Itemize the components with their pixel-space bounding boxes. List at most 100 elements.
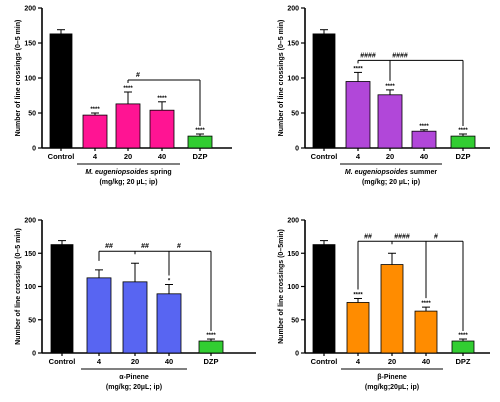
significance-label: **** <box>206 333 216 339</box>
y-tick-label: 200 <box>287 218 299 225</box>
bar <box>377 94 403 149</box>
y-tick-label: 0 <box>32 351 36 358</box>
y-tick-label: 0 <box>295 146 299 153</box>
bar <box>122 281 148 354</box>
bar <box>312 33 336 149</box>
bar <box>380 264 404 354</box>
x-axis-label-italic: M. eugeniopsoides <box>85 169 148 176</box>
x-axis-label-italic: M. eugeniopsoides <box>345 169 408 176</box>
significance-label: **** <box>123 86 133 92</box>
y-tick-label: 50 <box>291 111 299 118</box>
bracket-label: # <box>177 243 181 250</box>
significance-label: **** <box>353 292 363 298</box>
x-tick-label: 20 <box>124 152 132 161</box>
bracket-label: ## <box>141 243 149 250</box>
y-tick-label: 150 <box>24 251 36 258</box>
x-tick-label: DZP <box>204 357 219 366</box>
y-tick-label: 200 <box>287 6 299 13</box>
y-tick-label: 150 <box>287 251 299 258</box>
y-axis-label: Number of line crossings (0–5 min) <box>15 228 22 345</box>
bar <box>414 310 438 354</box>
y-tick-label: 50 <box>291 317 299 324</box>
y-tick-label: 0 <box>32 146 36 153</box>
bar <box>187 135 213 149</box>
y-axis-label: Number of line crossings (0–5min) <box>278 229 285 344</box>
y-tick-label: 50 <box>28 111 36 118</box>
bar <box>82 114 108 149</box>
x-axis-label-rest: spring <box>148 169 171 176</box>
significance-label: **** <box>157 96 167 102</box>
x-tick-label: Control <box>311 152 338 161</box>
y-tick-label: 0 <box>295 351 299 358</box>
x-axis-label: β-Pinene <box>377 374 407 381</box>
y-tick-label: 200 <box>24 218 36 225</box>
bar <box>156 293 182 354</box>
x-axis-label: α-Pinene <box>119 374 149 381</box>
y-tick-label: 100 <box>24 76 36 83</box>
significance-label: **** <box>421 301 431 307</box>
bar <box>198 340 224 354</box>
x-axis-label-rest: α-Pinene <box>119 374 149 381</box>
x-axis-label: M. eugeniopsoides spring <box>85 169 171 176</box>
bar <box>450 135 476 149</box>
x-tick-label: 40 <box>422 357 430 366</box>
significance-label: **** <box>458 128 468 134</box>
bar <box>451 340 475 354</box>
bar <box>50 244 74 354</box>
x-tick-label: 4 <box>97 357 102 366</box>
x-tick-label: 20 <box>131 357 139 366</box>
x-tick-label: 40 <box>420 152 428 161</box>
y-tick-label: 150 <box>24 41 36 48</box>
y-tick-label: 200 <box>24 6 36 13</box>
x-axis-label-line2: (mg/kg;20µL; ip) <box>365 384 419 391</box>
bracket-label: #### <box>360 52 376 59</box>
significance-label: **** <box>419 124 429 130</box>
bar <box>345 81 371 149</box>
x-tick-label: 4 <box>356 357 361 366</box>
bracket-label: #### <box>392 52 408 59</box>
bar <box>115 103 141 149</box>
x-tick-label: DZP <box>456 152 471 161</box>
significance-label: **** <box>458 333 468 339</box>
x-tick-label: DZP <box>193 152 208 161</box>
x-axis-label-rest: β-Pinene <box>377 374 407 381</box>
bar <box>312 244 336 354</box>
y-tick-label: 150 <box>287 41 299 48</box>
x-axis-label-line2: (mg/kg; 20µL; ip) <box>106 384 162 391</box>
bracket-label: ## <box>105 243 113 250</box>
y-tick-label: 100 <box>24 284 36 291</box>
y-axis-label: Number of line crossings (0–5 min) <box>278 20 285 137</box>
x-axis-label-line2: (mg/kg; 20 µL; ip) <box>362 179 420 186</box>
bracket-label: # <box>136 72 140 79</box>
y-tick-label: 50 <box>28 317 36 324</box>
y-tick-label: 100 <box>287 76 299 83</box>
significance-label: **** <box>353 66 363 72</box>
significance-label: * <box>168 279 171 285</box>
x-tick-label: 40 <box>158 152 166 161</box>
bar <box>149 109 175 149</box>
x-tick-label: Control <box>48 152 75 161</box>
x-axis-label: M. eugeniopsoides summer <box>345 169 437 176</box>
x-tick-label: 4 <box>356 152 361 161</box>
x-tick-label: DPZ <box>456 357 471 366</box>
bar <box>86 277 112 354</box>
x-axis-label-rest: summer <box>408 169 437 176</box>
bar <box>346 302 370 354</box>
bar <box>49 33 73 149</box>
significance-label: **** <box>90 107 100 113</box>
x-tick-label: Control <box>49 357 76 366</box>
bracket-label: # <box>434 233 438 240</box>
y-axis-label: Number of line crossings (0–5 min) <box>15 20 22 137</box>
x-tick-label: 4 <box>93 152 98 161</box>
x-tick-label: 40 <box>165 357 173 366</box>
x-tick-label: Control <box>311 357 338 366</box>
y-tick-label: 100 <box>287 284 299 291</box>
bracket-label: #### <box>394 233 410 240</box>
x-tick-label: 20 <box>386 152 394 161</box>
x-axis-label-line2: (mg/kg; 20 µL; ip) <box>99 179 157 186</box>
bracket-label: ## <box>364 233 372 240</box>
